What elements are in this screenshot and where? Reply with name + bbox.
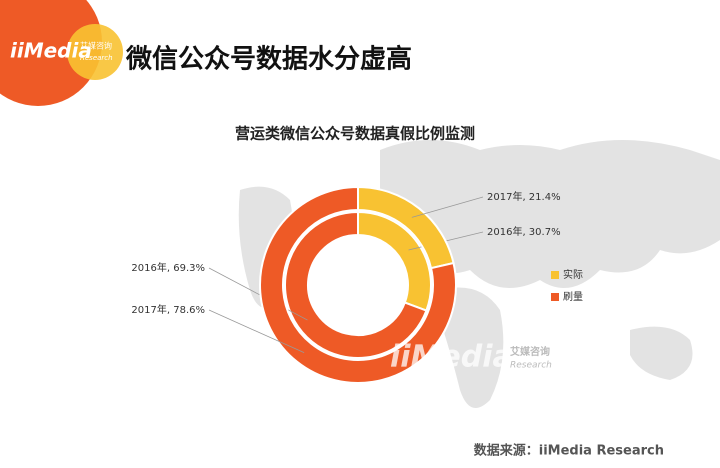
watermark-cn: 艾媒咨询 <box>510 345 550 358</box>
data-label: 2016年, 30.7% <box>487 225 561 238</box>
chart-title: 营运类微信公众号数据真假比例监测 <box>235 125 475 143</box>
logo-circle <box>0 0 102 106</box>
donut-segment <box>259 185 457 384</box>
data-label: 2017年, 21.4% <box>487 190 561 203</box>
legend-swatch <box>551 271 559 279</box>
plot: 2016年, 30.7% 2016年, 69.3% 2017年, 21.4% 2017… <box>131 185 583 384</box>
leader-line <box>208 267 308 321</box>
legend-swatch <box>551 293 559 301</box>
logo-en: Research <box>80 54 113 62</box>
leader-line <box>411 196 484 218</box>
leader-line <box>208 309 305 354</box>
page-title: 微信公众号数据水分虚高 <box>125 44 412 75</box>
logo-cn: 艾媒咨询 <box>80 41 112 51</box>
logo: iiMedia <box>10 39 92 63</box>
legend-label: 实际 <box>563 268 583 281</box>
watermark: iiMedia <box>390 340 513 375</box>
data-label: 2017年, 78.6% <box>131 303 205 316</box>
donut-segment <box>284 210 428 359</box>
source: 数据来源：iiMedia Research <box>474 443 664 459</box>
logo-circle <box>67 24 123 80</box>
legend-label: 刷量 <box>563 291 583 303</box>
watermark-en: Research <box>510 361 552 371</box>
data-label: 2016年, 69.3% <box>131 261 205 274</box>
